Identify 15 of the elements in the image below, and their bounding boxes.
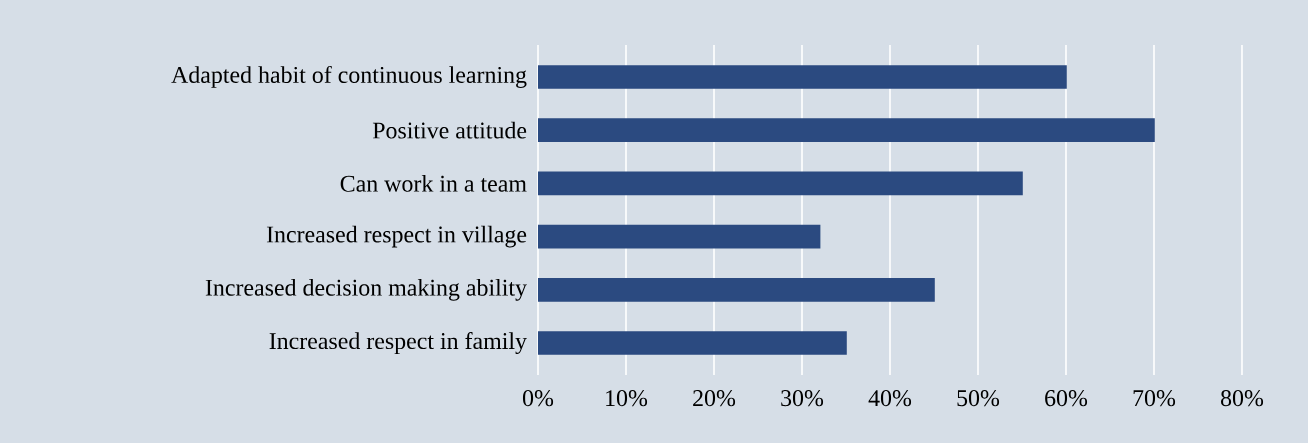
- x-tick-label: 70%: [1133, 390, 1176, 407]
- y-tick-label: Adapted habit of continuous learning: [171, 65, 527, 88]
- y-tick-label: Positive attitude: [372, 121, 527, 139]
- y-tick-label: Can work in a team: [340, 174, 527, 192]
- y-tick-label: Increased decision making ability: [205, 278, 527, 301]
- x-tick-label: 50%: [957, 390, 1000, 407]
- x-tick-label: 40%: [868, 390, 912, 407]
- x-tick-label: 10%: [606, 390, 648, 407]
- x-tick-label: 80%: [1220, 390, 1264, 407]
- y-tick-label: Increased respect in family: [269, 332, 527, 355]
- x-tick-label: 0%: [522, 390, 554, 407]
- y-tick-label: Increased respect in village: [266, 225, 527, 248]
- x-tick-label: 20%: [693, 390, 736, 407]
- x-tick-label: 60%: [1045, 390, 1088, 407]
- x-tick-label: 30%: [781, 390, 824, 407]
